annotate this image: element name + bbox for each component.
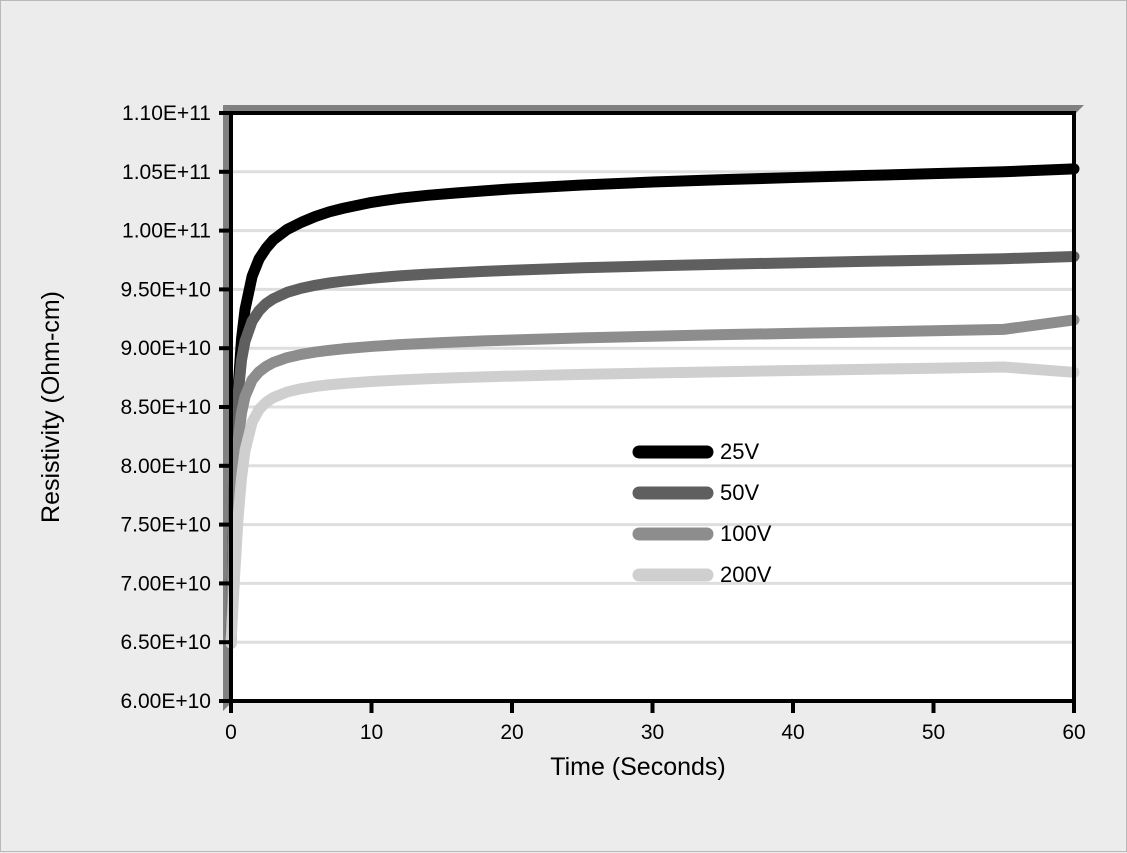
x-axis-tick-label: 40 <box>781 721 804 744</box>
y-axis-tick-label: 1.10E+11 <box>122 102 211 125</box>
y-axis-tick-label: 8.50E+10 <box>120 396 211 419</box>
x-axis-tick-label: 50 <box>922 721 945 744</box>
y-axis-tick-label: 8.00E+10 <box>120 455 211 478</box>
x-axis-tick-labels-group: 0 10 20 30 40 50 60 <box>225 721 1086 744</box>
y-axis-tick-label: 7.00E+10 <box>120 572 211 595</box>
x-axis-ticks-group <box>229 701 1076 713</box>
y-axis-tick-label: 1.00E+11 <box>122 220 211 243</box>
series-line-100V <box>225 314 1080 649</box>
y-axis-tick-label: 6.50E+10 <box>120 631 211 654</box>
y-axis-tick-label: 9.50E+10 <box>120 278 211 301</box>
series-line-25V <box>225 163 1080 649</box>
data-series-group <box>225 163 1080 649</box>
x-axis-tick-label: 20 <box>500 721 523 744</box>
y-axis-tick-label: 7.50E+10 <box>120 514 211 537</box>
y-axis-ticks-group <box>219 111 231 703</box>
y-axis-title: Resistivity (Ohm-cm) <box>37 291 65 523</box>
legend-label-50V: 50V <box>720 480 759 505</box>
x-axis-tick-label: 60 <box>1062 721 1085 744</box>
legend: 25V 50V 100V 200V <box>632 439 772 587</box>
y-axis-tick-label: 1.05E+11 <box>122 161 211 184</box>
legend-label-25V: 25V <box>720 439 759 464</box>
y-axis-tick-labels-group: 6.00E+10 6.50E+10 7.00E+10 7.50E+10 8.00E+10… <box>120 102 211 713</box>
x-axis-title: Time (Seconds) <box>550 753 726 781</box>
x-axis-tick-label: 10 <box>360 721 383 744</box>
series-line-200V <box>225 361 1080 649</box>
legend-label-200V: 200V <box>720 562 772 587</box>
x-axis-tick-label: 30 <box>641 721 664 744</box>
y-axis-tick-label: 6.00E+10 <box>120 690 211 713</box>
legend-label-100V: 100V <box>720 521 772 546</box>
x-axis-tick-label: 0 <box>225 721 237 744</box>
series-line-50V <box>225 250 1080 649</box>
y-axis-tick-label: 9.00E+10 <box>120 337 211 360</box>
gridlines-group <box>231 111 1074 644</box>
